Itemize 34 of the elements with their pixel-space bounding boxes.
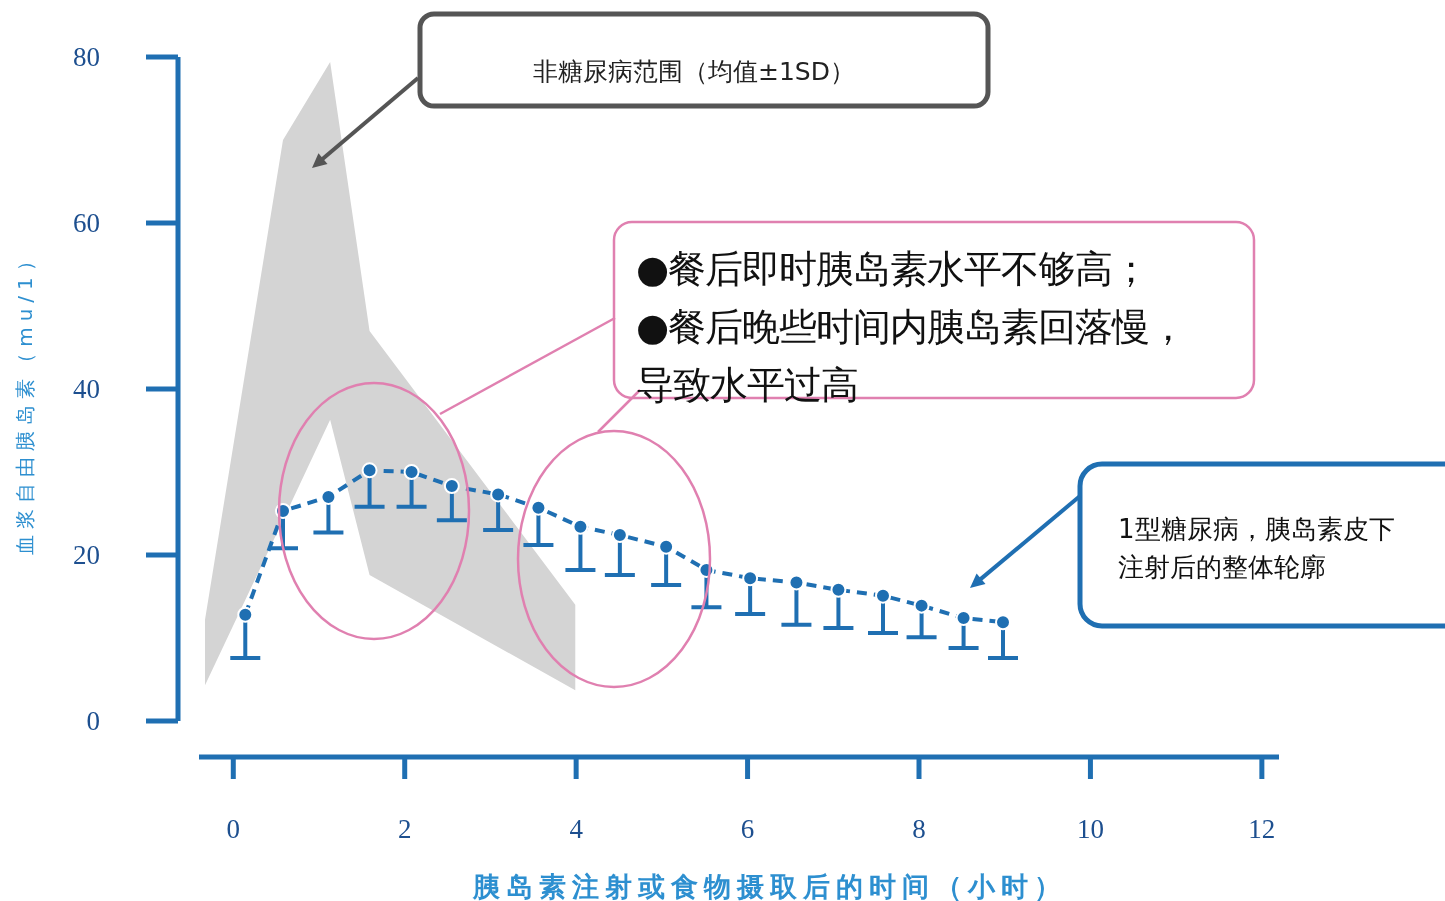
annotation: ●餐后晚些时间内胰岛素回落慢，导致水平过高 (636, 305, 1187, 407)
point (490, 486, 507, 503)
x-tick-label: 12 (1248, 814, 1276, 844)
y-tick-label: 60 (73, 208, 100, 238)
point (788, 574, 805, 591)
x-axis-title: 胰岛素注射或食物摄取后的时间（小时） (472, 871, 1067, 901)
y-tick-label: 20 (73, 540, 100, 570)
annotation: ●餐后即时胰岛素水平不够高； (636, 247, 1150, 291)
y-axis-title: 血浆自由胰岛素（mu/1） (13, 245, 37, 555)
x-tick-label: 0 (226, 814, 241, 844)
point (403, 464, 420, 480)
x-tick-label: 6 (740, 814, 755, 844)
point (830, 581, 847, 598)
point (913, 597, 930, 614)
point (443, 478, 460, 495)
annotation: 非糖尿病范围（均值±1SD） (533, 57, 855, 86)
annotation: 1型糖尿病，胰岛素皮下注射后的整体轮廓 (1118, 514, 1395, 582)
x-tick-label: 8 (912, 814, 926, 844)
point (875, 587, 891, 604)
point (572, 518, 589, 535)
point (658, 538, 675, 555)
point (611, 527, 628, 544)
point (995, 614, 1011, 631)
point (361, 462, 378, 479)
y-tick-label: 0 (86, 706, 100, 736)
point (530, 499, 547, 516)
y-tick-label: 40 (73, 374, 100, 404)
y-tick-label: 80 (73, 42, 100, 72)
x-tick-label: 2 (397, 814, 412, 844)
x-tick-label: 4 (569, 814, 584, 844)
x-tick-label: 10 (1076, 814, 1104, 844)
point (955, 610, 972, 627)
point (237, 606, 254, 623)
point (742, 570, 759, 587)
